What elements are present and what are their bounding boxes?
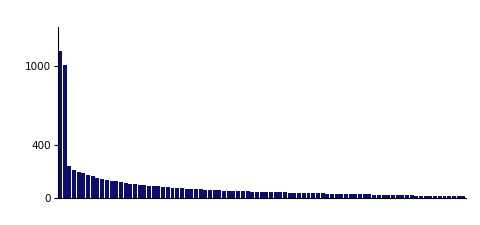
Bar <box>260 192 264 198</box>
Bar <box>72 170 76 198</box>
Bar <box>213 190 216 198</box>
Bar <box>456 196 460 198</box>
Bar <box>372 195 376 198</box>
Bar <box>363 194 367 198</box>
Bar <box>330 194 334 198</box>
Bar <box>264 192 268 198</box>
Bar <box>409 195 414 198</box>
Bar <box>246 191 250 198</box>
Bar <box>424 196 428 198</box>
Bar <box>82 173 85 198</box>
Bar <box>124 183 128 198</box>
Bar <box>217 190 221 198</box>
Bar <box>377 195 381 198</box>
Bar <box>302 193 306 198</box>
Bar <box>283 192 287 198</box>
Bar <box>156 187 160 198</box>
Bar <box>175 188 179 198</box>
Bar <box>348 194 353 198</box>
Bar <box>419 196 423 198</box>
Bar <box>170 188 175 198</box>
Bar <box>152 186 156 198</box>
Bar <box>100 178 104 198</box>
Bar <box>358 194 362 198</box>
Bar <box>86 175 90 198</box>
Bar <box>396 195 399 198</box>
Bar <box>405 195 409 198</box>
Bar <box>344 194 348 198</box>
Bar <box>386 195 390 198</box>
Bar <box>250 191 254 198</box>
Bar <box>255 192 259 198</box>
Bar <box>161 187 165 198</box>
Bar <box>180 188 184 198</box>
Bar <box>274 192 277 198</box>
Bar <box>114 181 118 198</box>
Bar <box>194 189 198 198</box>
Bar <box>208 190 212 198</box>
Bar <box>119 182 123 198</box>
Bar <box>400 195 404 198</box>
Bar <box>339 194 343 198</box>
Bar <box>307 193 311 198</box>
Bar <box>368 194 372 198</box>
Bar <box>231 191 236 198</box>
Bar <box>236 191 240 198</box>
Bar <box>353 194 358 198</box>
Bar <box>109 180 114 198</box>
Bar <box>91 176 95 198</box>
Bar <box>461 196 465 198</box>
Bar <box>241 191 245 198</box>
Bar <box>166 187 170 198</box>
Bar <box>185 189 189 198</box>
Bar <box>429 196 432 198</box>
Bar <box>105 180 109 198</box>
Bar <box>204 190 207 198</box>
Bar <box>438 196 442 198</box>
Bar <box>447 196 451 198</box>
Bar <box>433 196 437 198</box>
Bar <box>452 196 456 198</box>
Bar <box>133 184 137 198</box>
Bar <box>143 185 146 198</box>
Bar <box>77 172 81 198</box>
Bar <box>189 189 193 198</box>
Bar <box>227 191 231 198</box>
Bar <box>147 186 151 198</box>
Bar <box>58 51 62 198</box>
Bar <box>278 192 282 198</box>
Bar <box>382 195 385 198</box>
Bar <box>67 166 72 198</box>
Bar <box>96 178 99 198</box>
Bar <box>297 193 301 198</box>
Bar <box>128 184 132 198</box>
Bar <box>311 193 315 198</box>
Bar <box>335 194 338 198</box>
Bar <box>391 195 395 198</box>
Bar <box>292 193 297 198</box>
Bar <box>443 196 446 198</box>
Bar <box>325 194 329 198</box>
Bar <box>269 192 273 198</box>
Bar <box>288 193 292 198</box>
Bar <box>316 194 320 198</box>
Bar <box>199 189 203 198</box>
Bar <box>321 194 324 198</box>
Bar <box>63 65 67 198</box>
Bar <box>414 196 419 198</box>
Bar <box>222 191 226 198</box>
Bar <box>138 184 142 198</box>
